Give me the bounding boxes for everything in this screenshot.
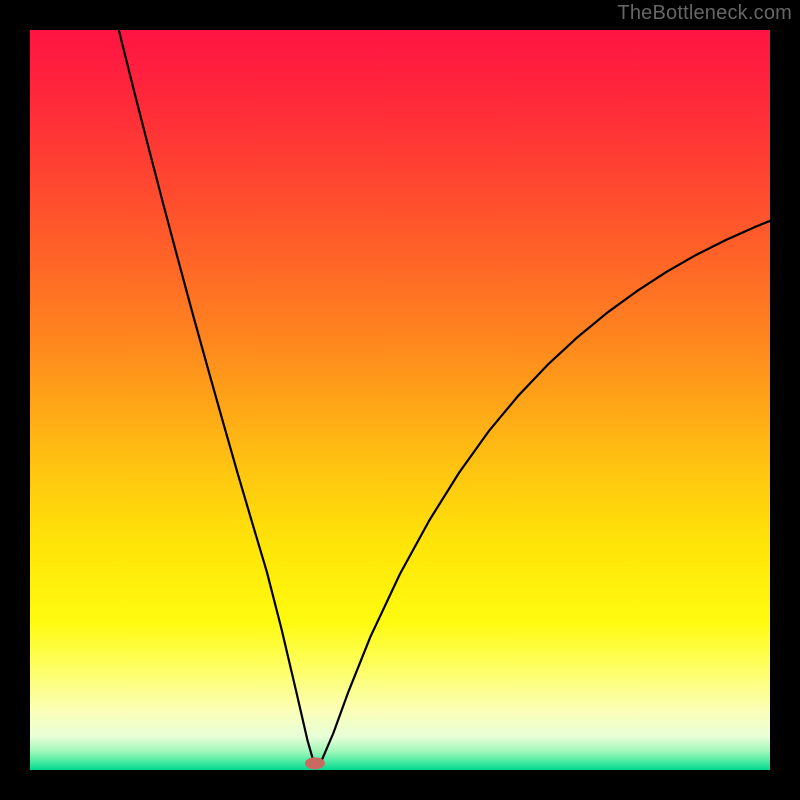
chart-plot-background xyxy=(30,30,770,770)
optimal-point-marker xyxy=(305,757,325,769)
chart-container: TheBottleneck.com xyxy=(0,0,800,800)
bottleneck-chart xyxy=(0,0,800,800)
watermark-text: TheBottleneck.com xyxy=(617,2,792,25)
